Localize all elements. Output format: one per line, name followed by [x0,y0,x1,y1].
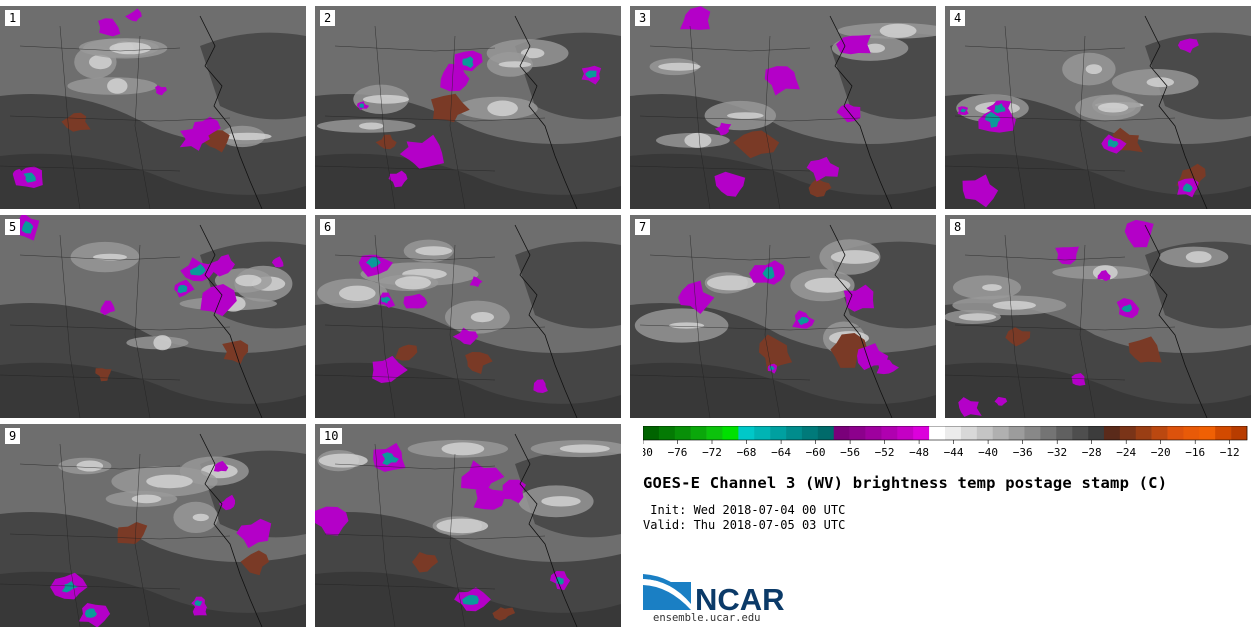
colorbar-swatch [1088,426,1105,440]
ensemble-member-panel-3: 3 [630,6,936,209]
colorbar-tick-label: −80 [643,446,653,459]
colorbar-swatch [1199,426,1216,440]
colorbar-tick-label: −76 [668,446,688,459]
ensemble-member-panel-7: 7 [630,215,936,418]
colorbar-swatch [1135,426,1152,440]
colorbar-tick-label: −16 [1185,446,1205,459]
colorbar-tick-label: −64 [771,446,791,459]
colorbar-swatch [865,426,882,440]
ensemble-member-panel-8: 8 [945,215,1251,418]
figure-title: GOES-E Channel 3 (WV) brightness temp po… [643,474,1168,492]
panel-number-label: 8 [950,219,966,235]
colorbar-swatch [960,426,978,440]
colorbar-swatch [643,426,660,440]
panel-number-label: 5 [5,219,21,235]
ensemble-member-panel-10: 10 [315,424,621,627]
panel-number-label: 4 [950,10,966,26]
colorbar-swatch [1024,426,1041,440]
colorbar-swatch [1167,426,1184,440]
colorbar-swatch [897,426,914,440]
ensemble-member-panel-1: 1 [0,6,306,209]
panel-number-label: 2 [320,10,336,26]
colorbar-tick-label: −36 [1013,446,1033,459]
colorbar-tick-label: −28 [1082,446,1102,459]
panel-number-label: 1 [5,10,21,26]
colorbar-swatch [658,426,676,440]
colorbar-swatch [849,426,866,440]
colorbar-swatch [801,426,819,440]
ncar-logo: NCAR [643,574,785,615]
colorbar-swatch [690,426,707,440]
panel-number-label: 3 [635,10,651,26]
panel-number-label: 6 [320,219,336,235]
colorbar-tick-label: −68 [737,446,757,459]
colorbar-tick-label: −12 [1220,446,1240,459]
colorbar-swatch [1119,426,1137,440]
colorbar-swatch [754,426,771,440]
ensemble-member-panel-4: 4 [945,6,1251,209]
colorbar-swatch [1231,426,1248,440]
colorbar: −80 −76 −72 −68 −64 −60 −56 −52 −48 −44 −40 −36 −32 −… [643,426,1248,459]
colorbar-swatch [1072,426,1089,440]
colorbar-swatch [1008,426,1025,440]
colorbar-swatch [1183,426,1200,440]
colorbar-swatch [833,426,850,440]
colorbar-swatch [738,426,755,440]
colorbar-swatch [1103,426,1121,440]
colorbar-tick-label: −72 [702,446,722,459]
colorbar-swatch [881,426,898,440]
colorbar-tick-label: −20 [1151,446,1171,459]
ensemble-member-panel-6: 6 [315,215,621,418]
colorbar-swatch [1056,426,1073,440]
colorbar-swatch [786,426,803,440]
colorbar-tick-label: −44 [944,446,964,459]
colorbar-tick-label: −60 [806,446,826,459]
ensemble-member-panel-9: 9 [0,424,306,627]
init-time: Init: Wed 2018-07-04 00 UTC [643,503,846,517]
valid-time: Valid: Thu 2018-07-05 03 UTC [643,518,846,532]
colorbar-tick-label: −40 [978,446,998,459]
colorbar-swatch [976,426,993,440]
colorbar-swatch [706,426,723,440]
colorbar-swatch [1040,426,1057,440]
colorbar-swatch [992,426,1009,440]
panel-number-label: 9 [5,428,21,444]
panel-number-label: 10 [320,428,343,444]
site-url: ensemble.ucar.edu [653,612,761,624]
panel-number-label: 7 [635,219,651,235]
ensemble-member-panel-5: 5 [0,215,306,418]
colorbar-tick-label: −56 [840,446,860,459]
colorbar-swatch [929,426,946,440]
ensemble-member-panel-2: 2 [315,6,621,209]
colorbar-swatch [770,426,787,440]
colorbar-swatch [913,426,930,440]
colorbar-swatch [817,426,835,440]
colorbar-swatch [1151,426,1168,440]
colorbar-swatch [674,426,691,440]
colorbar-tick-label: −52 [875,446,895,459]
ncar-logo-text: NCAR [695,582,785,615]
colorbar-tick-label: −48 [909,446,929,459]
colorbar-swatch [722,426,739,440]
colorbar-tick-label: −32 [1047,446,1067,459]
colorbar-tick-label: −24 [1116,446,1136,459]
colorbar-swatch [1215,426,1232,440]
colorbar-swatch [945,426,962,440]
